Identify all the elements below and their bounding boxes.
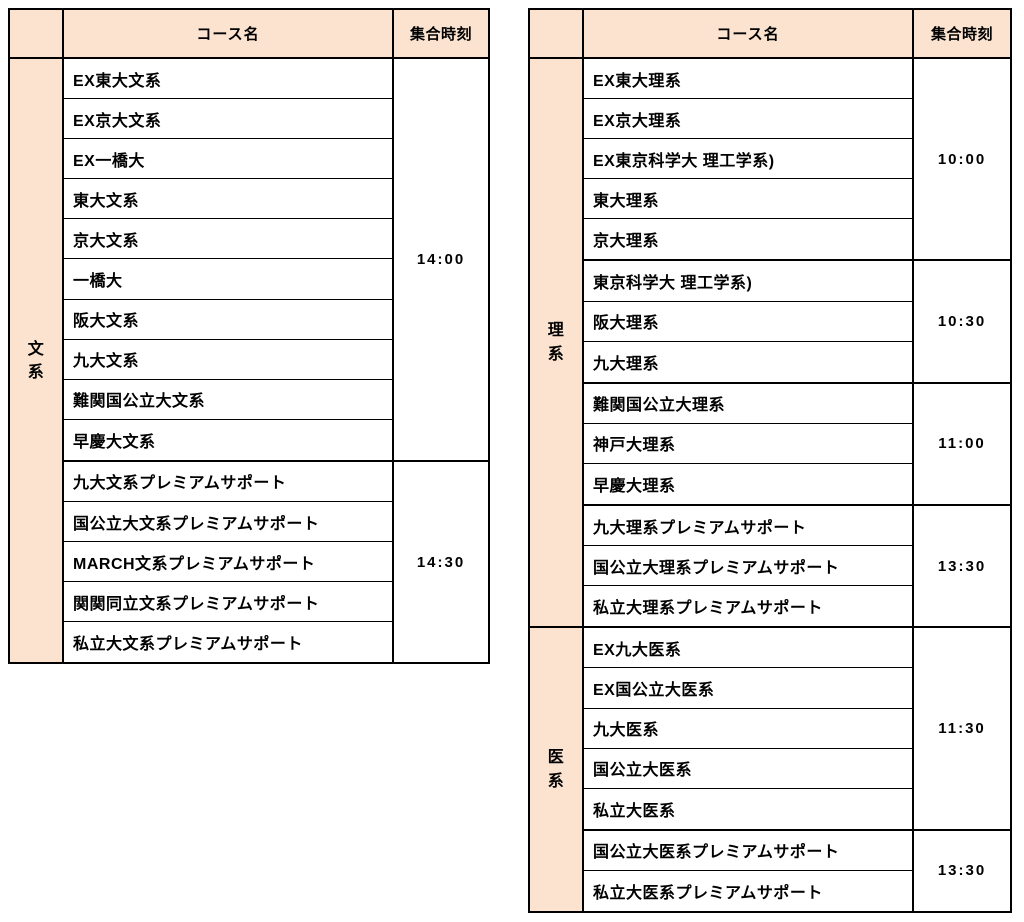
time-groups: EX九大医系 EX国公立大医系 九大医系 国公立大医系私立大医系 11:30 国公立大医系… <box>584 628 1010 911</box>
course-rows: 九大文系プレミアムサポート 国公立大文系プレミアムサポート MARCH文系プレミアム… <box>64 461 394 663</box>
course-rows: EX九大医系 EX国公立大医系 九大医系 国公立大医系私立大医系 <box>584 628 914 829</box>
meeting-time-header: 集合時刻 <box>930 26 993 43</box>
schedule-table-right: コース名 集合時刻理 系 EX東大理系 EX京大理系 EX東京科学大 理工学系) 東大理系… <box>528 8 1012 913</box>
header-corner-cell <box>530 10 584 57</box>
meeting-time-cell: 11:30 <box>938 720 986 738</box>
course-cell: 難関国公立大理系 <box>584 384 912 424</box>
course-cell: 阪大理系 <box>584 302 912 342</box>
schedule-table-left: コース名 集合時刻文 系 EX東大文系 EX京大文系 EX一橋大 東大文系 京大文系 一橋大阪… <box>8 8 490 665</box>
course-cell: 東大理系 <box>584 179 912 220</box>
course-cell: 九大文系プレミアムサポート <box>64 462 392 503</box>
course-cell: 私立大理系プレミアムサポート <box>593 600 823 618</box>
meeting-time-cell: 13:30 <box>937 862 987 880</box>
time-group: 九大文系プレミアムサポート 国公立大文系プレミアムサポート MARCH文系プレミアム… <box>64 461 488 663</box>
course-cell: MARCH文系プレミアムサポート <box>64 542 392 583</box>
course-cell: 九大理系プレミアムサポート <box>584 506 912 547</box>
course-cell: 九大理系 <box>593 355 660 373</box>
course-rows: 九大理系プレミアムサポート 国公立大理系プレミアムサポート私立大理系プレミアムサポ… <box>584 506 914 627</box>
course-cell: 国公立大医系プレミアムサポート <box>584 831 912 871</box>
course-cell: 神戸大理系 <box>584 424 912 464</box>
course-name-header: コース名 <box>584 10 914 57</box>
meeting-time-cell: 14:30 <box>416 553 466 571</box>
course-rows: EX東大文系 EX京大文系 EX一橋大 東大文系 京大文系 一橋大 阪大文系 九大文系 難関国公… <box>64 59 394 460</box>
course-cell: 阪大文系 <box>64 300 392 340</box>
course-cell: 私立大医系 <box>593 802 676 820</box>
time-group: 九大理系プレミアムサポート 国公立大理系プレミアムサポート私立大理系プレミアムサポ… <box>584 506 1010 627</box>
course-cell: 私立大医系プレミアムサポート <box>593 884 823 902</box>
time-group: 難関国公立大理系 神戸大理系早慶大理系 11:00 <box>584 383 1010 507</box>
course-cell: EX京大理系 <box>584 99 912 140</box>
course-cell: 九大文系 <box>64 340 392 380</box>
course-cell: EX東大文系 <box>64 59 392 100</box>
table-body: 文 系 EX東大文系 EX京大文系 EX一橋大 東大文系 京大文系 一橋大 阪大文系 九大文系難… <box>10 59 488 663</box>
time-group: EX東大理系 EX京大理系 EX東京科学大 理工学系) 東大理系京大理系 10:00 <box>584 59 1010 262</box>
course-cell: 東京科学大 理工学系) <box>584 261 912 302</box>
category-section: 文 系 EX東大文系 EX京大文系 EX一橋大 東大文系 京大文系 一橋大 阪大文系 九大文系難… <box>10 59 488 663</box>
meeting-time-cell: 10:30 <box>937 313 987 331</box>
category-section: 理 系 EX東大理系 EX京大理系 EX東京科学大 理工学系) 東大理系京大理系 10:0… <box>530 59 1010 629</box>
course-cell: EX九大医系 <box>584 628 912 669</box>
course-cell: 早慶大理系 <box>593 477 676 495</box>
category-cell: 医 系 <box>530 628 584 911</box>
time-groups: EX東大文系 EX京大文系 EX一橋大 東大文系 京大文系 一橋大 阪大文系 九大文系 難関国公… <box>64 59 488 663</box>
course-cell: 国公立大文系プレミアムサポート <box>64 502 392 543</box>
meeting-time-cell: 13:30 <box>937 557 987 575</box>
meeting-time-cell: 11:00 <box>938 435 986 453</box>
header-corner-cell <box>10 10 64 57</box>
course-cell: 京大理系 <box>593 233 660 251</box>
course-cell: EX京大文系 <box>64 99 392 140</box>
course-name-header: コース名 <box>64 10 394 57</box>
course-rows: 国公立大医系プレミアムサポート私立大医系プレミアムサポート <box>584 830 914 911</box>
time-group: 国公立大医系プレミアムサポート私立大医系プレミアムサポート 13:30 <box>584 830 1010 911</box>
meeting-time-cell: 10:00 <box>937 150 987 168</box>
meeting-time-header: 集合時刻 <box>409 26 472 43</box>
course-cell: 私立大文系プレミアムサポート <box>73 636 303 654</box>
category-cell: 文 系 <box>10 59 64 663</box>
category-cell: 理 系 <box>530 59 584 627</box>
time-group: EX東大文系 EX京大文系 EX一橋大 東大文系 京大文系 一橋大 阪大文系 九大文系 難関国公… <box>64 59 488 462</box>
time-group: 東京科学大 理工学系) 阪大理系九大理系 10:30 <box>584 261 1010 384</box>
course-cell: 一橋大 <box>64 259 392 300</box>
table-header-row: コース名 集合時刻 <box>10 10 488 59</box>
course-cell: 関関同立文系プレミアムサポート <box>64 582 392 623</box>
course-cell: 九大医系 <box>584 709 912 749</box>
category-section: 医 系 EX九大医系 EX国公立大医系 九大医系 国公立大医系私立大医系 11:30 国公立… <box>530 628 1010 911</box>
time-group: EX九大医系 EX国公立大医系 九大医系 国公立大医系私立大医系 11:30 <box>584 628 1010 831</box>
course-cell: 東大文系 <box>64 179 392 220</box>
time-groups: EX東大理系 EX京大理系 EX東京科学大 理工学系) 東大理系京大理系 10:00 東京… <box>584 59 1010 627</box>
table-header-row: コース名 集合時刻 <box>530 10 1010 59</box>
course-rows: 難関国公立大理系 神戸大理系早慶大理系 <box>584 383 914 505</box>
course-cell: EX東大理系 <box>584 59 912 100</box>
course-rows: 東京科学大 理工学系) 阪大理系九大理系 <box>584 261 914 382</box>
course-cell: 国公立大理系プレミアムサポート <box>584 546 912 587</box>
course-cell: 難関国公立大文系 <box>64 380 392 420</box>
course-cell: EX東京科学大 理工学系) <box>584 139 912 180</box>
course-cell: 国公立大医系 <box>584 749 912 789</box>
table-body: 理 系 EX東大理系 EX京大理系 EX東京科学大 理工学系) 東大理系京大理系 10:0… <box>530 59 1010 911</box>
course-cell: EX国公立大医系 <box>584 668 912 709</box>
meeting-time-cell: 14:00 <box>416 250 466 268</box>
course-cell: EX一橋大 <box>64 139 392 180</box>
course-cell: 京大文系 <box>64 219 392 260</box>
course-rows: EX東大理系 EX京大理系 EX東京科学大 理工学系) 東大理系京大理系 <box>584 59 914 260</box>
course-cell: 早慶大文系 <box>73 433 156 451</box>
